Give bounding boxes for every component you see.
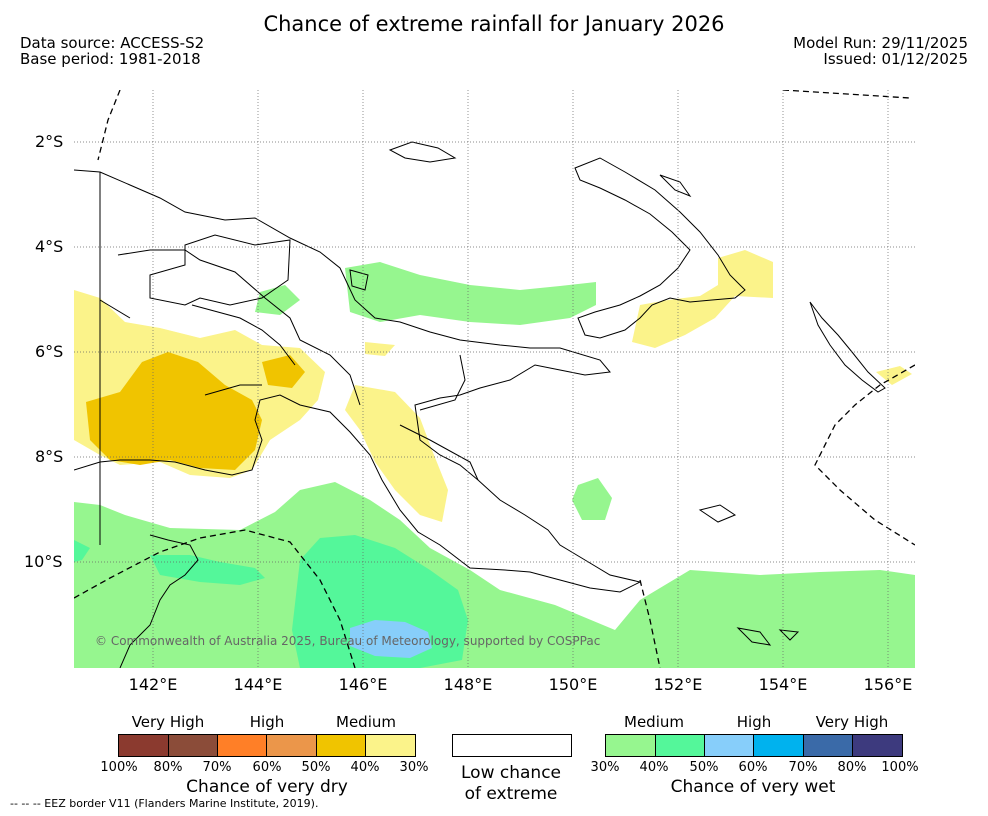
dry-region-fly-river [86, 352, 262, 470]
lon-label-152e: 152°E [653, 675, 703, 694]
wet-region-solomon-sea [572, 478, 612, 520]
lon-label-142e: 142°E [128, 675, 178, 694]
legend-wet-tick-0: 30% [590, 760, 620, 775]
legend-dry-tick-4: 50% [301, 760, 331, 775]
legend-dry-tick-0: 100% [100, 760, 138, 775]
lon-label-144e: 144°E [233, 675, 283, 694]
islands-louisiade [698, 504, 800, 646]
new-britain-coast [574, 157, 746, 339]
coastlines [74, 141, 886, 668]
graticule [74, 90, 915, 668]
new-guinea-coast [74, 169, 642, 593]
dry-region-ridge [365, 342, 395, 356]
wet-region-torres [150, 555, 265, 585]
legend-neutral-line1: Low chance [461, 763, 561, 783]
legend-wet-swatch-2 [656, 735, 705, 756]
map-title: Chance of extreme rainfall for January 2… [263, 12, 725, 36]
eez-note: -- -- -- EEZ border V11 (Flanders Marine… [10, 797, 319, 810]
legend-wet-swatch-4 [754, 735, 804, 756]
lon-label-148e: 148°E [443, 675, 493, 694]
copyright-notice: © Commonwealth of Australia 2025, Bureau… [95, 634, 601, 648]
legend-dry-caption: Chance of very dry [186, 777, 348, 797]
issued-date: Issued: 01/12/2025 [823, 50, 968, 68]
legend-wet-swatch-1 [606, 735, 656, 756]
legend-neutral-swatch [452, 734, 572, 757]
legend-wet-swatch-3 [705, 735, 754, 756]
legend-wet-tick-6: 100% [881, 760, 919, 775]
lat-label-8s: 8°S [35, 447, 64, 466]
legend-wet-swatch-5 [804, 735, 853, 756]
legend-dry-swatch-5 [317, 735, 366, 756]
legend-dry-tick-6: 30% [399, 760, 429, 775]
wet-region-west [74, 540, 90, 562]
wet-region-north-coast [345, 262, 596, 325]
lat-label-10s: 10°S [24, 552, 63, 571]
dry-region-central [345, 385, 448, 522]
legend-wet-tick-1: 40% [639, 760, 669, 775]
provincial-borders [149, 234, 479, 481]
legend-dry-colorbar [118, 734, 416, 757]
eez-northeast [782, 90, 911, 99]
legend-wet-group-medium: Medium [624, 713, 684, 731]
map-content [74, 90, 915, 668]
base-period: Base period: 1981-2018 [20, 50, 201, 68]
legend-dry-group-medium: Medium [336, 713, 396, 731]
legend-dry-swatch-2 [169, 735, 218, 756]
meta-left: Data source: ACCESS-S2 Base period: 1981… [20, 35, 204, 67]
border-png-indonesia [99, 172, 361, 545]
australia-coast [119, 534, 199, 668]
lon-label-156e: 156°E [863, 675, 913, 694]
meta-right: Model Run: 29/11/2025 Issued: 01/12/2025 [793, 35, 968, 67]
legend-neutral-line2: of extreme [464, 784, 558, 804]
lat-label-2s: 2°S [35, 132, 64, 151]
legend-wet-caption: Chance of very wet [670, 777, 836, 797]
islands-north [349, 141, 692, 291]
legend-wet-tick-3: 60% [738, 760, 768, 775]
eez-south-east [639, 579, 661, 668]
dry-region-bougainville [876, 366, 912, 385]
rainfall-map [74, 90, 915, 668]
legend-wet-colorbar [605, 734, 903, 757]
lat-label-4s: 4°S [35, 237, 64, 256]
legend-dry-swatch-3 [218, 735, 267, 756]
legend-wet-group-very-high: Very High [815, 713, 889, 731]
legend-dry-tick-2: 70% [202, 760, 232, 775]
eez-borders [74, 90, 915, 668]
legend-dry-swatch-4 [267, 735, 317, 756]
legend-wet-group-high: High [736, 713, 772, 731]
legend-dry-tick-5: 40% [350, 760, 380, 775]
legend-dry-swatch-6 [366, 735, 415, 756]
lon-label-146e: 146°E [338, 675, 388, 694]
lon-label-150e: 150°E [548, 675, 598, 694]
legend-dry-tick-1: 80% [153, 760, 183, 775]
dry-region-new-britain [632, 250, 773, 348]
data-source: Data source: ACCESS-S2 [20, 34, 205, 52]
legend-wet-tick-5: 80% [837, 760, 867, 775]
legend-dry-group-high: High [249, 713, 285, 731]
legend-wet-tick-2: 50% [689, 760, 719, 775]
legend-wet-tick-4: 70% [788, 760, 818, 775]
eez-east [814, 364, 915, 546]
legend-dry-group-very-high: Very High [131, 713, 205, 731]
lon-label-154e: 154°E [758, 675, 808, 694]
wet-region-south [74, 482, 915, 668]
legend-dry-swatch-1 [119, 735, 169, 756]
eez-south-west [74, 529, 356, 668]
legend-dry-tick-3: 60% [252, 760, 282, 775]
wet-region-inland [255, 285, 300, 315]
lat-label-6s: 6°S [35, 342, 64, 361]
model-run: Model Run: 29/11/2025 [793, 34, 968, 52]
eez-west [97, 90, 121, 161]
legend-wet-swatch-6 [853, 735, 902, 756]
wet-region-highest [350, 620, 432, 658]
new-ireland-coast [809, 301, 886, 393]
